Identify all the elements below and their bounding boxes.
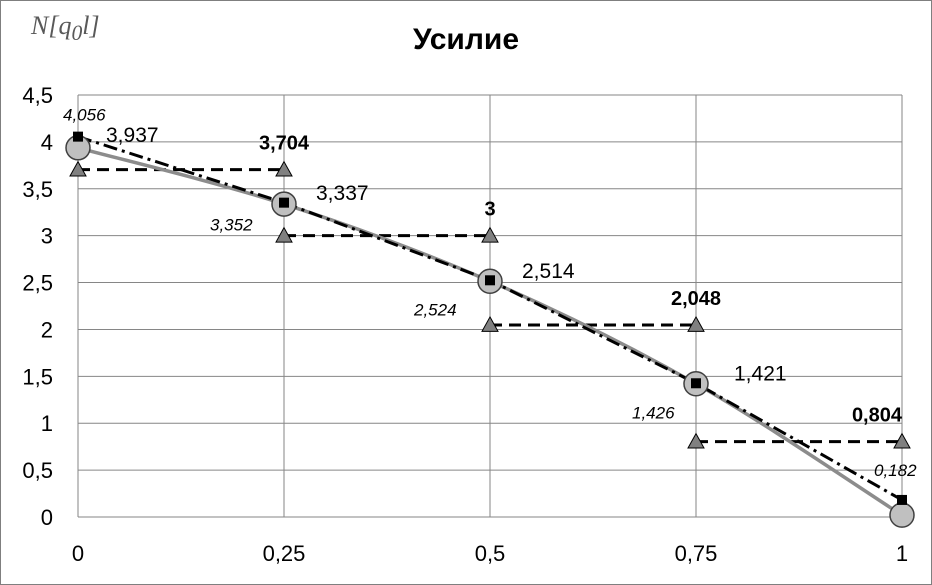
square-marker — [73, 131, 83, 142]
y-tick-label: 3,5 — [22, 177, 53, 202]
circle-marker — [889, 502, 915, 528]
x-tick-label: 0,5 — [475, 541, 506, 566]
data-label-dashdot: 4,056 — [63, 106, 106, 125]
data-label-solid: 3,937 — [106, 124, 159, 147]
x-tick-label: 0,25 — [263, 541, 306, 566]
x-tick-label: 0 — [72, 541, 84, 566]
square-marker — [897, 494, 907, 505]
data-label-dashdot: 2,524 — [413, 300, 457, 319]
data-label-dashdot: 3,352 — [210, 216, 253, 235]
square-marker — [691, 378, 701, 389]
chart-title: Усилие — [412, 23, 520, 56]
y-unit-base: N[q — [31, 11, 72, 40]
triangle-marker — [687, 432, 705, 449]
y-tick-label: 1,5 — [22, 364, 53, 389]
y-tick-label: 3 — [41, 224, 53, 249]
x-tick-label: 0,75 — [675, 541, 718, 566]
y-tick-label: 4,5 — [22, 83, 53, 108]
triangle-marker — [893, 432, 911, 449]
y-unit-subscript: 0 — [71, 21, 83, 46]
data-label-dashdot: 0,182 — [874, 461, 917, 480]
triangle-marker — [69, 160, 87, 177]
y-tick-label: 0,5 — [22, 458, 53, 483]
y-tick-label: 2 — [41, 317, 53, 342]
data-label-step: 0,804 — [852, 405, 903, 427]
data-label-solid: 2,514 — [522, 260, 575, 283]
y-axis-unit-label: N[q0l] — [31, 11, 100, 46]
data-label-solid: 3,337 — [316, 182, 369, 205]
y-tick-label: 0 — [41, 505, 53, 530]
data-label-step: 3 — [484, 199, 495, 221]
y-tick-label: 4 — [41, 130, 53, 155]
y-tick-label: 2,5 — [22, 271, 53, 296]
triangle-marker — [275, 226, 293, 243]
data-label-solid: 1,421 — [734, 363, 787, 386]
triangle-marker — [687, 315, 705, 332]
triangle-marker — [275, 160, 293, 177]
square-marker — [279, 197, 289, 208]
data-label-step: 3,704 — [259, 133, 310, 155]
square-marker — [485, 275, 495, 286]
y-tick-label: 1 — [41, 411, 53, 436]
triangle-marker — [481, 226, 499, 243]
triangle-marker — [481, 315, 499, 332]
data-label-dashdot: 1,426 — [632, 403, 675, 422]
y-unit-tail: l] — [82, 11, 100, 40]
data-label-step: 2,048 — [671, 288, 721, 310]
x-tick-label: 1 — [896, 541, 908, 566]
